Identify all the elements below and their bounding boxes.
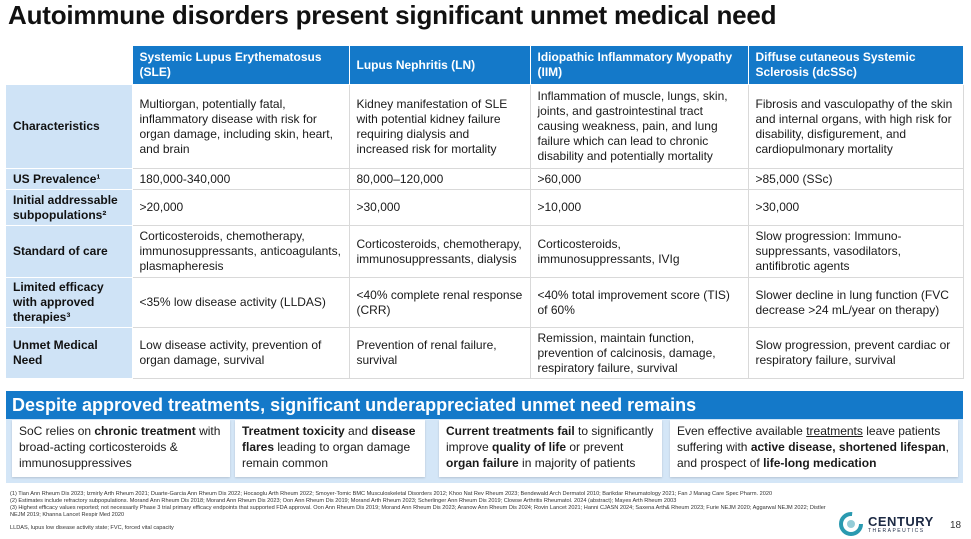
references: (1) Tian Ann Rheum Dis 2023; Izmirly Art… bbox=[10, 491, 830, 532]
table-cell: <40% complete renal response (CRR) bbox=[349, 277, 531, 328]
table-cell: Remission, maintain function, prevention… bbox=[530, 327, 749, 379]
callout-text: , and prospect of bbox=[677, 440, 949, 470]
reference-1: (1) Tian Ann Rheum Dis 2023; Izmirly Art… bbox=[10, 491, 773, 497]
table-cell: Corticosteroids, chemotherapy, immunosup… bbox=[349, 225, 531, 278]
callout-emphasis: organ failure bbox=[446, 456, 519, 470]
column-header-iim: Idiopathic Inflammatory Myopathy (IIM) bbox=[529, 45, 749, 85]
table-cell: >60,000 bbox=[530, 168, 749, 190]
century-logo-icon bbox=[839, 512, 863, 536]
table-cell: 80,000–120,000 bbox=[349, 168, 531, 190]
unmet-need-panel: Despite approved treatments, significant… bbox=[6, 391, 963, 483]
callout-text: with broad-acting corticosteroids & immu… bbox=[19, 424, 221, 470]
row-label-subpopulations: Initial addressable subpopulations² bbox=[6, 189, 133, 226]
unmet-need-banner: Despite approved treatments, significant… bbox=[6, 391, 963, 419]
callout-effective-treatments: Even effective available treatments leav… bbox=[670, 420, 958, 477]
callout-text: SoC relies on bbox=[19, 424, 95, 438]
table-cell: >10,000 bbox=[530, 189, 749, 226]
table-cell: Kidney manifestation of SLE with potenti… bbox=[349, 84, 531, 169]
row-label-us-prevalence: US Prevalence¹ bbox=[6, 168, 133, 190]
table-cell: >85,000 (SSc) bbox=[748, 168, 964, 190]
table-row: Limited efficacy with approved therapies… bbox=[6, 277, 964, 328]
callout-treatment-toxicity: Treatment toxicity and disease flares le… bbox=[235, 420, 425, 477]
column-header-ln: Lupus Nephritis (LN) bbox=[348, 45, 531, 85]
reference-3: (3) Highest efficacy values reported; no… bbox=[10, 505, 826, 518]
row-label-characteristics: Characteristics bbox=[6, 84, 133, 169]
table-cell: Corticosteroids, immunosuppressants, IVI… bbox=[530, 225, 749, 278]
column-header-sle: Systemic Lupus Erythematosus (SLE) bbox=[131, 45, 350, 85]
page-title: Autoimmune disorders present significant… bbox=[8, 0, 777, 30]
callout-text: Even effective available bbox=[677, 424, 807, 438]
callout-chronic-treatment: SoC relies on chronic treatment with bro… bbox=[12, 420, 230, 477]
logo-subtitle: THERAPEUTICS bbox=[868, 528, 925, 534]
table-cell: <40% total improvement score (TIS) of 60… bbox=[530, 277, 749, 328]
callout-text: leave patients suffering with bbox=[677, 424, 941, 454]
callout-text: treatments bbox=[806, 424, 863, 438]
table-cell: Corticosteroids, chemotherapy, immunosup… bbox=[132, 225, 350, 278]
callout-emphasis: quality of life bbox=[492, 440, 567, 454]
table-row: Initial addressable subpopulations² >20,… bbox=[6, 189, 964, 226]
table-cell: Low disease activity, prevention of orga… bbox=[132, 327, 350, 379]
disease-comparison-table: Systemic Lupus Erythematosus (SLE) Lupus… bbox=[6, 45, 964, 379]
table-cell: Slow progression, prevent cardiac or res… bbox=[748, 327, 964, 379]
table-row: Unmet Medical Need Low disease activity,… bbox=[6, 327, 964, 379]
row-label-standard-of-care: Standard of care bbox=[6, 225, 133, 278]
table-cell: >20,000 bbox=[132, 189, 350, 226]
callout-text: to significantly improve bbox=[446, 424, 654, 454]
table-cell: <35% low disease activity (LLDAS) bbox=[132, 277, 350, 328]
callout-emphasis: Current treatments fail bbox=[446, 424, 575, 438]
row-label-unmet-need: Unmet Medical Need bbox=[6, 327, 133, 379]
callout-text: in majority of patients bbox=[518, 456, 636, 470]
callout-emphasis: disease flares bbox=[242, 424, 416, 454]
table-cell: 180,000-340,000 bbox=[132, 168, 350, 190]
callout-emphasis: life-long medication bbox=[763, 456, 877, 470]
table-row: Characteristics Multiorgan, potentially … bbox=[6, 84, 964, 169]
callout-emphasis: chronic treatment bbox=[94, 424, 196, 438]
table-cell: Slow progression: Immuno-suppressants, v… bbox=[748, 225, 964, 278]
table-row: Standard of care Corticosteroids, chemot… bbox=[6, 225, 964, 278]
callout-emphasis: active disease, shortened lifespan bbox=[750, 440, 946, 454]
callout-text: or prevent bbox=[566, 440, 624, 454]
callout-text: leading to organ damage remain common bbox=[242, 440, 411, 470]
page-number: 18 bbox=[950, 520, 962, 531]
table-cell: Multiorgan, potentially fatal, inflammat… bbox=[132, 84, 350, 169]
table-header-row: Systemic Lupus Erythematosus (SLE) Lupus… bbox=[6, 45, 964, 85]
table-row: US Prevalence¹ 180,000-340,000 80,000–12… bbox=[6, 168, 964, 190]
table-corner bbox=[6, 45, 132, 85]
logo-name: CENTURY bbox=[868, 514, 934, 529]
reference-2: (2) Estimates include refractory subpopu… bbox=[10, 498, 677, 504]
callout-text: and bbox=[344, 424, 372, 438]
callout-emphasis: Treatment toxicity bbox=[242, 424, 345, 438]
table-cell: Fibrosis and vasculopathy of the skin an… bbox=[748, 84, 964, 169]
table-cell: >30,000 bbox=[349, 189, 531, 226]
callout-treatments-fail: Current treatments fail to significantly… bbox=[439, 420, 662, 477]
row-label-limited-efficacy: Limited efficacy with approved therapies… bbox=[6, 277, 133, 328]
abbreviations: LLDAS, lupus low disease activity state;… bbox=[10, 525, 174, 531]
table-cell: Inflammation of muscle, lungs, skin, joi… bbox=[530, 84, 749, 169]
century-logo: CENTURY THERAPEUTICS bbox=[838, 511, 946, 537]
table-cell: Prevention of renal failure, survival bbox=[349, 327, 531, 379]
table-cell: >30,000 bbox=[748, 189, 964, 226]
column-header-dcssc: Diffuse cutaneous Systemic Sclerosis (dc… bbox=[747, 45, 964, 85]
table-cell: Slower decline in lung function (FVC dec… bbox=[748, 277, 964, 328]
